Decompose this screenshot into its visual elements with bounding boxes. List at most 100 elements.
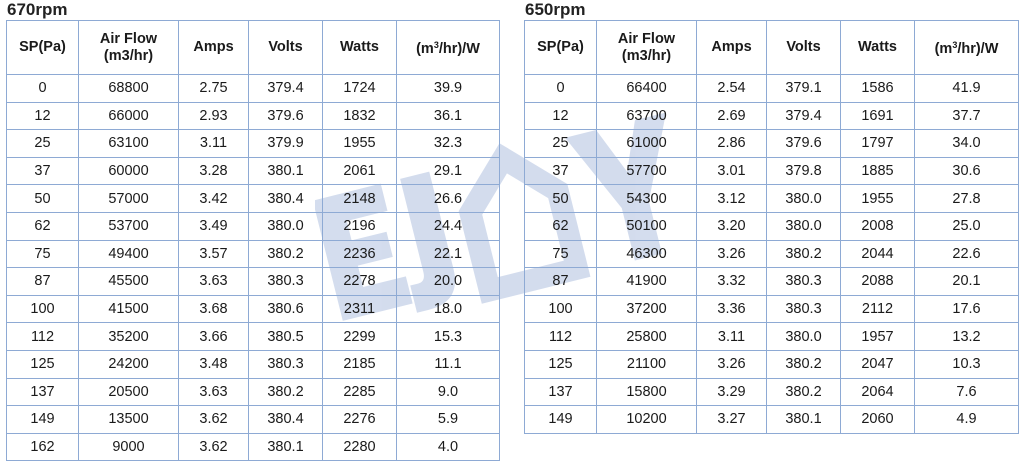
- performance-table-650rpm: SP(Pa) Air Flow (m3/hr) Amps Volts Watts…: [524, 20, 1019, 434]
- cell-efficiency: 10.3: [914, 349, 1019, 379]
- header-airflow-line1: Air Flow: [617, 30, 676, 47]
- header-row: SP(Pa) Air Flow (m3/hr) Amps Volts Watts…: [524, 20, 1019, 75]
- cell-sp: 62: [6, 211, 79, 241]
- table-block-670rpm: 670rpm SP(Pa) Air Flow (m3/hr) Amps Volt…: [6, 0, 500, 462]
- cell-volts: 380.2: [766, 377, 841, 407]
- cell-sp: 87: [524, 267, 597, 296]
- cell-efficiency: 20.0: [396, 267, 500, 296]
- cell-sp: 137: [524, 377, 597, 407]
- cell-amps: 3.49: [178, 211, 249, 241]
- header-volts: Volts: [248, 20, 323, 75]
- table-row: 149 13500 3.62 380.4 2276 5.9: [6, 405, 500, 434]
- table-row: 125 21100 3.26 380.2 2047 10.3: [524, 349, 1019, 379]
- cell-efficiency: 5.9: [396, 405, 500, 434]
- cell-airflow: 49400: [78, 239, 179, 269]
- cell-volts: 380.2: [248, 377, 323, 407]
- cell-efficiency: 26.6: [396, 184, 500, 213]
- table-row: 25 63100 3.11 379.9 1955 32.3: [6, 129, 500, 158]
- cell-watts: 2112: [840, 294, 915, 324]
- cell-airflow: 41900: [596, 267, 697, 296]
- cell-watts: 2196: [322, 211, 397, 241]
- table-row: 50 54300 3.12 380.0 1955 27.8: [524, 184, 1019, 213]
- cell-sp: 25: [6, 129, 79, 158]
- table-row: 50 57000 3.42 380.4 2148 26.6: [6, 184, 500, 213]
- table-row: 162 9000 3.62 380.1 2280 4.0: [6, 432, 500, 462]
- table-row: 125 24200 3.48 380.3 2185 11.1: [6, 349, 500, 379]
- cell-watts: 1885: [840, 156, 915, 186]
- cell-airflow: 53700: [78, 211, 179, 241]
- cell-efficiency: 4.9: [914, 405, 1019, 434]
- cell-sp: 25: [524, 129, 597, 158]
- cell-airflow: 68800: [78, 74, 179, 103]
- header-amps: Amps: [178, 20, 249, 75]
- cell-efficiency: 7.6: [914, 377, 1019, 407]
- cell-volts: 380.2: [766, 349, 841, 379]
- cell-watts: 1955: [322, 129, 397, 158]
- cell-watts: 2064: [840, 377, 915, 407]
- cell-volts: 380.2: [766, 239, 841, 269]
- cell-amps: 3.63: [178, 377, 249, 407]
- cell-volts: 380.3: [248, 267, 323, 296]
- cell-amps: 3.26: [696, 349, 767, 379]
- cell-airflow: 35200: [78, 322, 179, 351]
- cell-sp: 0: [6, 74, 79, 103]
- cell-watts: 1724: [322, 74, 397, 103]
- cell-sp: 149: [6, 405, 79, 434]
- cell-watts: 2311: [322, 294, 397, 324]
- cell-airflow: 61000: [596, 129, 697, 158]
- cell-sp: 0: [524, 74, 597, 103]
- cell-airflow: 13500: [78, 405, 179, 434]
- table-row: 87 41900 3.32 380.3 2088 20.1: [524, 267, 1019, 296]
- cell-sp: 37: [6, 156, 79, 186]
- cell-airflow: 66400: [596, 74, 697, 103]
- table-row: 137 15800 3.29 380.2 2064 7.6: [524, 377, 1019, 407]
- cell-volts: 379.8: [766, 156, 841, 186]
- header-efficiency: (m3/hr)/W: [914, 20, 1019, 75]
- cell-volts: 379.9: [248, 129, 323, 158]
- cell-watts: 2047: [840, 349, 915, 379]
- cell-airflow: 57700: [596, 156, 697, 186]
- cell-amps: 3.12: [696, 184, 767, 213]
- cell-airflow: 63100: [78, 129, 179, 158]
- table-row: 100 37200 3.36 380.3 2112 17.6: [524, 294, 1019, 324]
- cell-airflow: 66000: [78, 101, 179, 131]
- cell-sp: 12: [524, 101, 597, 131]
- cell-sp: 149: [524, 405, 597, 434]
- table-row: 149 10200 3.27 380.1 2060 4.9: [524, 405, 1019, 434]
- cell-volts: 380.4: [248, 184, 323, 213]
- cell-efficiency: 37.7: [914, 101, 1019, 131]
- cell-sp: 75: [524, 239, 597, 269]
- cell-amps: 3.29: [696, 377, 767, 407]
- cell-volts: 380.3: [248, 349, 323, 379]
- cell-amps: 3.20: [696, 211, 767, 241]
- header-airflow: Air Flow (m3/hr): [78, 20, 179, 75]
- cell-amps: 3.66: [178, 322, 249, 351]
- cell-airflow: 9000: [78, 432, 179, 462]
- cell-volts: 380.0: [766, 184, 841, 213]
- cell-amps: 3.36: [696, 294, 767, 324]
- cell-sp: 100: [524, 294, 597, 324]
- header-sp: SP(Pa): [6, 20, 79, 75]
- cell-airflow: 46300: [596, 239, 697, 269]
- cell-watts: 1586: [840, 74, 915, 103]
- cell-volts: 380.3: [766, 267, 841, 296]
- cell-amps: 2.93: [178, 101, 249, 131]
- table-row: 75 46300 3.26 380.2 2044 22.6: [524, 239, 1019, 269]
- table-block-650rpm: 650rpm SP(Pa) Air Flow (m3/hr) Amps Volt…: [524, 0, 1019, 434]
- cell-watts: 2236: [322, 239, 397, 269]
- cell-sp: 125: [6, 349, 79, 379]
- cell-efficiency: 39.9: [396, 74, 500, 103]
- cell-sp: 125: [524, 349, 597, 379]
- cell-efficiency: 25.0: [914, 211, 1019, 241]
- cell-airflow: 57000: [78, 184, 179, 213]
- cell-efficiency: 41.9: [914, 74, 1019, 103]
- header-airflow-line1: Air Flow: [99, 30, 158, 47]
- cell-watts: 1691: [840, 101, 915, 131]
- cell-volts: 380.1: [766, 405, 841, 434]
- cell-efficiency: 36.1: [396, 101, 500, 131]
- cell-volts: 380.1: [248, 432, 323, 462]
- table-title: 650rpm: [525, 0, 586, 19]
- cell-volts: 380.1: [248, 156, 323, 186]
- cell-efficiency: 13.2: [914, 322, 1019, 351]
- cell-efficiency: 29.1: [396, 156, 500, 186]
